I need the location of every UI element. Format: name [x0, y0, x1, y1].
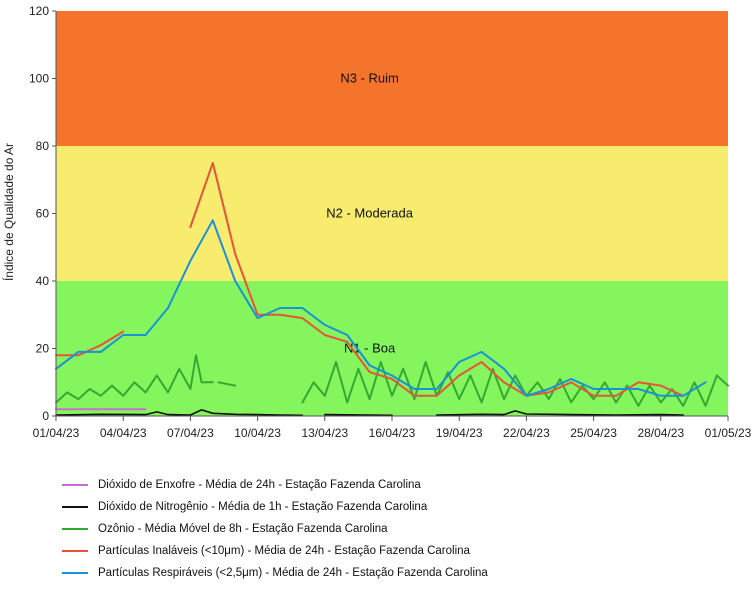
- y-axis-title: Índice de Qualidade do Ar: [1, 143, 16, 281]
- air-quality-chart: N1 - Boa N2 - Moderada N3 - Ruim 0 20 40 60 80…: [1, 4, 752, 440]
- series-3-line-3: [301, 361, 729, 407]
- x-tick-label: 13/04/23: [301, 426, 348, 440]
- y-tick-label: 120: [29, 4, 49, 18]
- series-4: [55, 161, 685, 397]
- series-5: [55, 219, 707, 397]
- series-2-line-3: [435, 410, 685, 416]
- quality-bands: [56, 11, 728, 416]
- x-tick-label: 07/04/23: [167, 426, 214, 440]
- series-3-line-1: [55, 354, 214, 404]
- x-tick-label: 28/04/23: [637, 426, 684, 440]
- y-tick-label: 60: [36, 207, 50, 221]
- series-4-line-1: [55, 330, 125, 357]
- band-label-2: N2 - Moderada: [326, 206, 413, 221]
- series-lines: [55, 161, 729, 417]
- band-label-1: N1 - Boa: [344, 341, 396, 356]
- legend-label: Partículas Respiráveis (<2,5μm) - Média …: [98, 567, 488, 579]
- x-tick-label: 19/04/23: [436, 426, 483, 440]
- y-tick-label: 20: [36, 342, 50, 356]
- series-2: [55, 409, 685, 417]
- y-tick-label: 0: [42, 409, 49, 423]
- legend: Dióxido de Enxofre - Média de 24h - Esta…: [62, 474, 622, 584]
- band-3: [56, 11, 728, 146]
- legend-swatch: [62, 484, 88, 486]
- y-tick-label: 100: [29, 72, 49, 86]
- x-tick-label: 04/04/23: [100, 426, 147, 440]
- axes: 0 20 40 60 80 100 120 01/04/23 04/04/23 07/04/23 1…: [29, 4, 752, 440]
- series-3: [55, 354, 729, 407]
- y-tick-label: 80: [36, 139, 50, 153]
- series-5-line-1: [55, 219, 707, 397]
- band-2: [56, 146, 728, 281]
- quality-band-labels: N1 - Boa N2 - Moderada N3 - Ruim: [326, 71, 413, 356]
- x-tick-label: 01/05/23: [705, 426, 752, 440]
- legend-item-5: Partículas Respiráveis (<2,5μm) - Média …: [62, 562, 622, 584]
- legend-item-2: Dióxido de Nitrogênio - Média de 1h - Es…: [62, 496, 622, 518]
- legend-swatch: [62, 550, 88, 552]
- series-2-line-1: [55, 409, 304, 417]
- series-4-line-2: [189, 161, 685, 397]
- band-label-3: N3 - Ruim: [340, 71, 399, 86]
- legend-swatch: [62, 528, 88, 530]
- x-tick-label: 25/04/23: [570, 426, 617, 440]
- legend-item-1: Dióxido de Enxofre - Média de 24h - Esta…: [62, 474, 622, 496]
- series-2-line-2: [323, 413, 393, 417]
- legend-label: Dióxido de Enxofre - Média de 24h - Esta…: [98, 479, 421, 491]
- series-3-line-2: [217, 381, 237, 387]
- legend-swatch: [62, 506, 88, 508]
- legend-label: Partículas Inaláveis (<10μm) - Média de …: [98, 545, 470, 557]
- x-tick-label: 01/04/23: [33, 426, 80, 440]
- legend-item-3: Ozônio - Média Móvel de 8h - Estação Faz…: [62, 518, 622, 540]
- x-tick-label: 16/04/23: [369, 426, 416, 440]
- legend-label: Dióxido de Nitrogênio - Média de 1h - Es…: [98, 501, 428, 513]
- legend-item-4: Partículas Inaláveis (<10μm) - Média de …: [62, 540, 622, 562]
- y-tick-label: 40: [36, 274, 50, 288]
- x-tick-label: 22/04/23: [503, 426, 550, 440]
- legend-label: Ozônio - Média Móvel de 8h - Estação Faz…: [98, 523, 388, 535]
- x-tick-label: 10/04/23: [234, 426, 281, 440]
- legend-swatch: [62, 572, 88, 574]
